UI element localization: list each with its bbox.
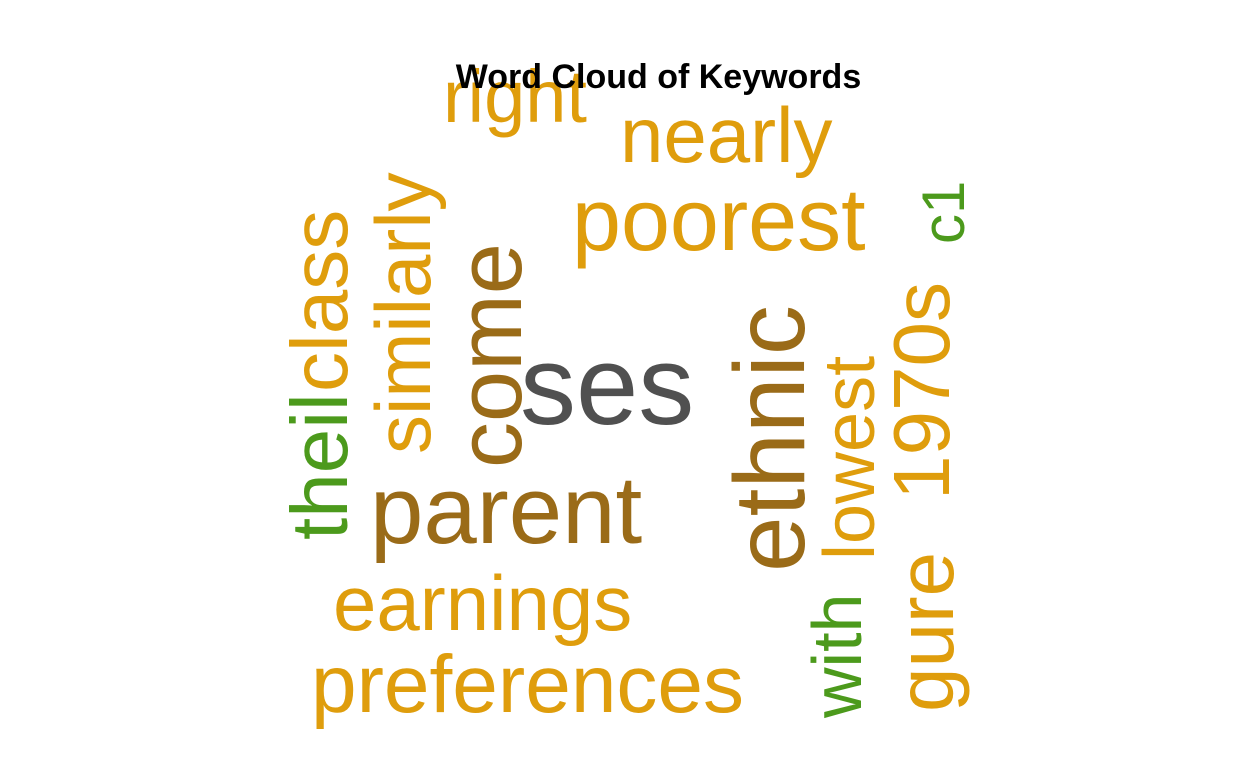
word-lowest: lowest bbox=[810, 355, 890, 560]
chart-title: Word Cloud of Keywords bbox=[455, 58, 862, 96]
word-ethnic: ethnic bbox=[714, 305, 826, 572]
word-c1: c1 bbox=[910, 180, 977, 244]
word-parent: parent bbox=[370, 457, 643, 564]
word-similarly: similarly bbox=[359, 172, 447, 454]
word-class: class bbox=[275, 209, 364, 392]
word-right: right bbox=[443, 55, 587, 138]
word-poorest: poorest bbox=[572, 170, 866, 269]
word-1970s: 1970s bbox=[877, 282, 966, 500]
word-earnings: earnings bbox=[333, 559, 633, 647]
word-theil: theil bbox=[275, 393, 364, 540]
word-ses: ses bbox=[520, 323, 695, 448]
word-with: with bbox=[798, 593, 876, 718]
word-gure: gure bbox=[881, 551, 970, 712]
word-preferences: preferences bbox=[311, 639, 745, 730]
word-come: come bbox=[439, 243, 541, 468]
word-nearly: nearly bbox=[620, 91, 833, 179]
